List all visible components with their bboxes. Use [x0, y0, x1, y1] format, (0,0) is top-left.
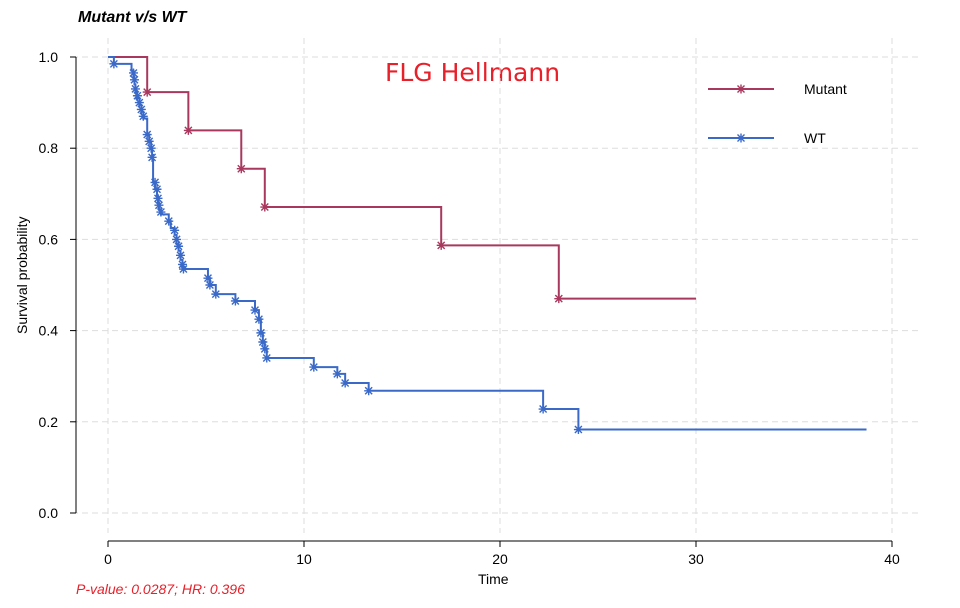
- axes: 0 10 20 30 40 0.0 0.2 0.4 0.6 0.8 1.0: [39, 49, 900, 567]
- censor-mark-mutant: [436, 240, 446, 250]
- series-line-mutant: [108, 56, 696, 300]
- censor-mark-wt: [211, 289, 221, 299]
- censor-mark-wt: [205, 280, 215, 290]
- grid: [72, 38, 920, 533]
- y-tick-label: 0.6: [39, 231, 59, 247]
- censor-mark-wt: [146, 143, 156, 153]
- y-tick-label: 0.2: [39, 414, 59, 430]
- censor-mark-wt: [136, 104, 146, 114]
- censor-mark-wt: [142, 130, 152, 140]
- legend-marker-mutant: [736, 84, 746, 94]
- censor-mark-wt: [130, 84, 140, 94]
- censor-mark-wt: [260, 344, 270, 354]
- series-mutant: [108, 56, 696, 304]
- x-tick-label: 30: [688, 551, 704, 567]
- censor-mark-wt: [156, 207, 166, 217]
- censor-mark-wt: [256, 328, 266, 338]
- series-wt: [108, 56, 867, 435]
- x-tick-label: 40: [884, 551, 900, 567]
- censor-mark-wt: [147, 152, 157, 162]
- censor-mark-wt: [332, 369, 342, 379]
- censor-mark-wt: [153, 193, 163, 203]
- censor-mark-wt: [177, 259, 187, 269]
- censor-mark-wt: [152, 184, 162, 194]
- legend-label-mutant: Mutant: [804, 81, 847, 97]
- censor-mark-mutant: [236, 164, 246, 174]
- censor-mark-wt: [176, 250, 186, 260]
- censor-mark-wt: [364, 386, 374, 396]
- x-tick-label: 0: [104, 551, 112, 567]
- censor-mark-wt: [164, 216, 174, 226]
- censor-mark-wt: [129, 75, 139, 85]
- censor-mark-wt: [340, 378, 350, 388]
- x-tick-label: 20: [492, 551, 508, 567]
- chart-annotation: FLG Hellmann: [385, 58, 561, 87]
- censor-mark-wt: [128, 68, 138, 78]
- legend-item-wt: WT: [708, 130, 826, 146]
- chart-title: Mutant v/s WT: [78, 9, 187, 26]
- series-layer: [108, 56, 867, 435]
- y-tick-label: 0.0: [39, 505, 59, 521]
- censor-mark-wt: [134, 98, 144, 108]
- censor-mark-wt: [132, 91, 142, 101]
- x-tick-label: 10: [296, 551, 312, 567]
- censor-mark-wt: [254, 314, 264, 324]
- series-line-wt: [108, 56, 867, 431]
- censor-mark-wt: [203, 273, 213, 283]
- y-tick-label: 0.4: [39, 323, 59, 339]
- censor-mark-wt: [178, 264, 188, 274]
- y-tick-label: 0.8: [39, 140, 59, 156]
- y-tick-label: 1.0: [39, 49, 59, 65]
- censor-mark-wt: [174, 241, 184, 251]
- censor-mark-mutant: [554, 294, 564, 304]
- censor-mark-wt: [144, 136, 154, 146]
- legend-label-wt: WT: [804, 130, 826, 146]
- censor-mark-wt: [258, 337, 268, 347]
- censor-mark-mutant: [142, 87, 152, 97]
- legend-item-mutant: Mutant: [708, 81, 847, 97]
- censor-mark-wt: [250, 305, 260, 315]
- censor-mark-wt: [154, 200, 164, 210]
- censor-mark-wt: [150, 177, 160, 187]
- legend-marker-wt: [736, 133, 746, 143]
- censor-mark-wt: [230, 296, 240, 306]
- censor-mark-wt: [109, 59, 119, 69]
- censor-mark-wt: [262, 353, 272, 363]
- censor-mark-wt: [138, 111, 148, 121]
- censor-mark-wt: [538, 404, 548, 414]
- censor-mark-mutant: [260, 202, 270, 212]
- censor-mark-wt: [170, 225, 180, 235]
- legend: Mutant WT: [708, 81, 847, 146]
- x-axis-label: Time: [478, 571, 509, 587]
- censor-mark-mutant: [183, 125, 193, 135]
- p-value-footnote: P-value: 0.0287; HR: 0.396: [76, 581, 245, 597]
- censor-mark-wt: [172, 234, 182, 244]
- censor-mark-wt: [573, 425, 583, 435]
- censor-mark-wt: [309, 362, 319, 372]
